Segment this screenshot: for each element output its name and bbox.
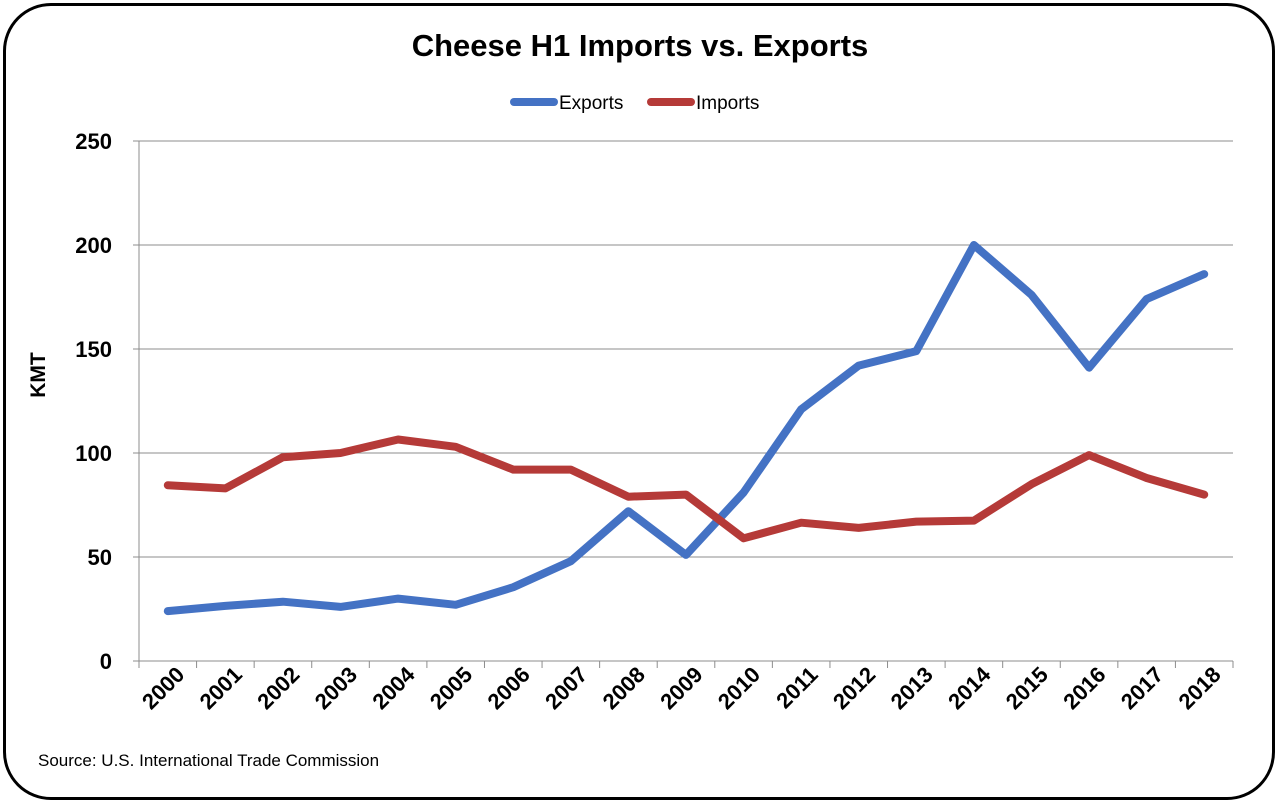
data-point-imports xyxy=(800,522,802,524)
y-tick-label: 50 xyxy=(88,545,112,570)
y-axis-label: KMT xyxy=(27,352,50,398)
x-tick-label: 2009 xyxy=(655,662,707,714)
data-point-exports xyxy=(1088,367,1090,369)
data-point-imports xyxy=(167,484,169,486)
data-point-imports xyxy=(627,496,629,498)
data-point-imports xyxy=(1030,483,1032,485)
data-point-imports xyxy=(340,452,342,454)
data-point-exports xyxy=(858,365,860,367)
x-tick-label: 2017 xyxy=(1116,662,1168,714)
y-tick-label: 0 xyxy=(100,649,112,674)
x-tick-label: 2014 xyxy=(943,661,996,714)
data-point-imports xyxy=(570,469,572,471)
data-point-exports xyxy=(224,605,226,607)
x-tick-label: 2004 xyxy=(367,661,420,714)
legend-label-exports: Exports xyxy=(559,93,623,114)
x-tick-label: 2000 xyxy=(137,662,189,714)
data-point-imports xyxy=(1146,477,1148,479)
y-tick-label: 250 xyxy=(75,129,112,154)
x-tick-label: 2010 xyxy=(713,662,765,714)
data-point-exports xyxy=(512,586,514,588)
data-point-imports xyxy=(973,520,975,522)
x-tick-label: 2007 xyxy=(540,662,592,714)
data-point-imports xyxy=(512,469,514,471)
data-point-exports xyxy=(800,408,802,410)
y-tick-label: 200 xyxy=(75,233,112,258)
x-tick-label: 2003 xyxy=(310,662,362,714)
y-tick-label: 100 xyxy=(75,441,112,466)
data-point-exports xyxy=(627,510,629,512)
x-tick-label: 2016 xyxy=(1058,662,1110,714)
series-line-imports xyxy=(163,435,1209,543)
data-point-exports xyxy=(1146,298,1148,300)
x-tick-label: 2006 xyxy=(483,662,535,714)
data-point-imports xyxy=(915,521,917,523)
data-point-imports xyxy=(685,494,687,496)
data-point-exports xyxy=(340,606,342,608)
series-line-exports xyxy=(163,241,1209,616)
x-tick-label: 2002 xyxy=(252,662,304,714)
y-tick-labels: 0 50 100 150 200 250 xyxy=(75,129,112,674)
legend-label-imports: Imports xyxy=(696,93,759,114)
x-tick-label: 2005 xyxy=(425,662,477,714)
series-lines xyxy=(163,241,1209,616)
data-point-imports xyxy=(858,527,860,529)
data-point-imports xyxy=(743,537,745,539)
x-tick-labels: 2000 2001 2002 2003 2004 2005 2006 2007 2008 2009… xyxy=(137,661,1226,714)
data-point-imports xyxy=(224,487,226,489)
gridlines xyxy=(133,140,1233,662)
data-point-exports xyxy=(282,601,284,603)
data-point-imports xyxy=(1088,454,1090,456)
y-tick-label: 150 xyxy=(75,337,112,362)
chart-title: Cheese H1 Imports vs. Exports xyxy=(412,28,869,63)
x-tick-label: 2008 xyxy=(598,662,650,714)
x-tick-label: 2018 xyxy=(1173,662,1225,714)
data-point-exports xyxy=(1030,294,1032,296)
data-point-imports xyxy=(282,456,284,458)
data-point-imports xyxy=(1203,494,1205,496)
legend: Exports Imports xyxy=(510,93,759,114)
data-point-exports xyxy=(455,604,457,606)
data-point-exports xyxy=(685,554,687,556)
x-tick-label: 2013 xyxy=(886,662,938,714)
data-point-imports xyxy=(455,446,457,448)
x-tick-label: 2015 xyxy=(1001,662,1053,714)
x-tick-label: 2011 xyxy=(771,662,822,713)
data-point-exports xyxy=(915,350,917,352)
data-point-exports xyxy=(570,560,572,562)
x-tick-label: 2012 xyxy=(828,662,880,714)
data-point-exports xyxy=(167,610,169,612)
axes xyxy=(138,141,1234,668)
data-point-imports xyxy=(397,438,399,440)
data-point-exports xyxy=(1203,273,1205,275)
x-tick-label: 2001 xyxy=(195,662,247,714)
data-point-exports xyxy=(973,244,975,246)
data-point-exports xyxy=(743,492,745,494)
chart-frame xyxy=(3,3,1275,800)
data-point-exports xyxy=(397,598,399,600)
source-note: Source: U.S. International Trade Commiss… xyxy=(38,751,379,770)
